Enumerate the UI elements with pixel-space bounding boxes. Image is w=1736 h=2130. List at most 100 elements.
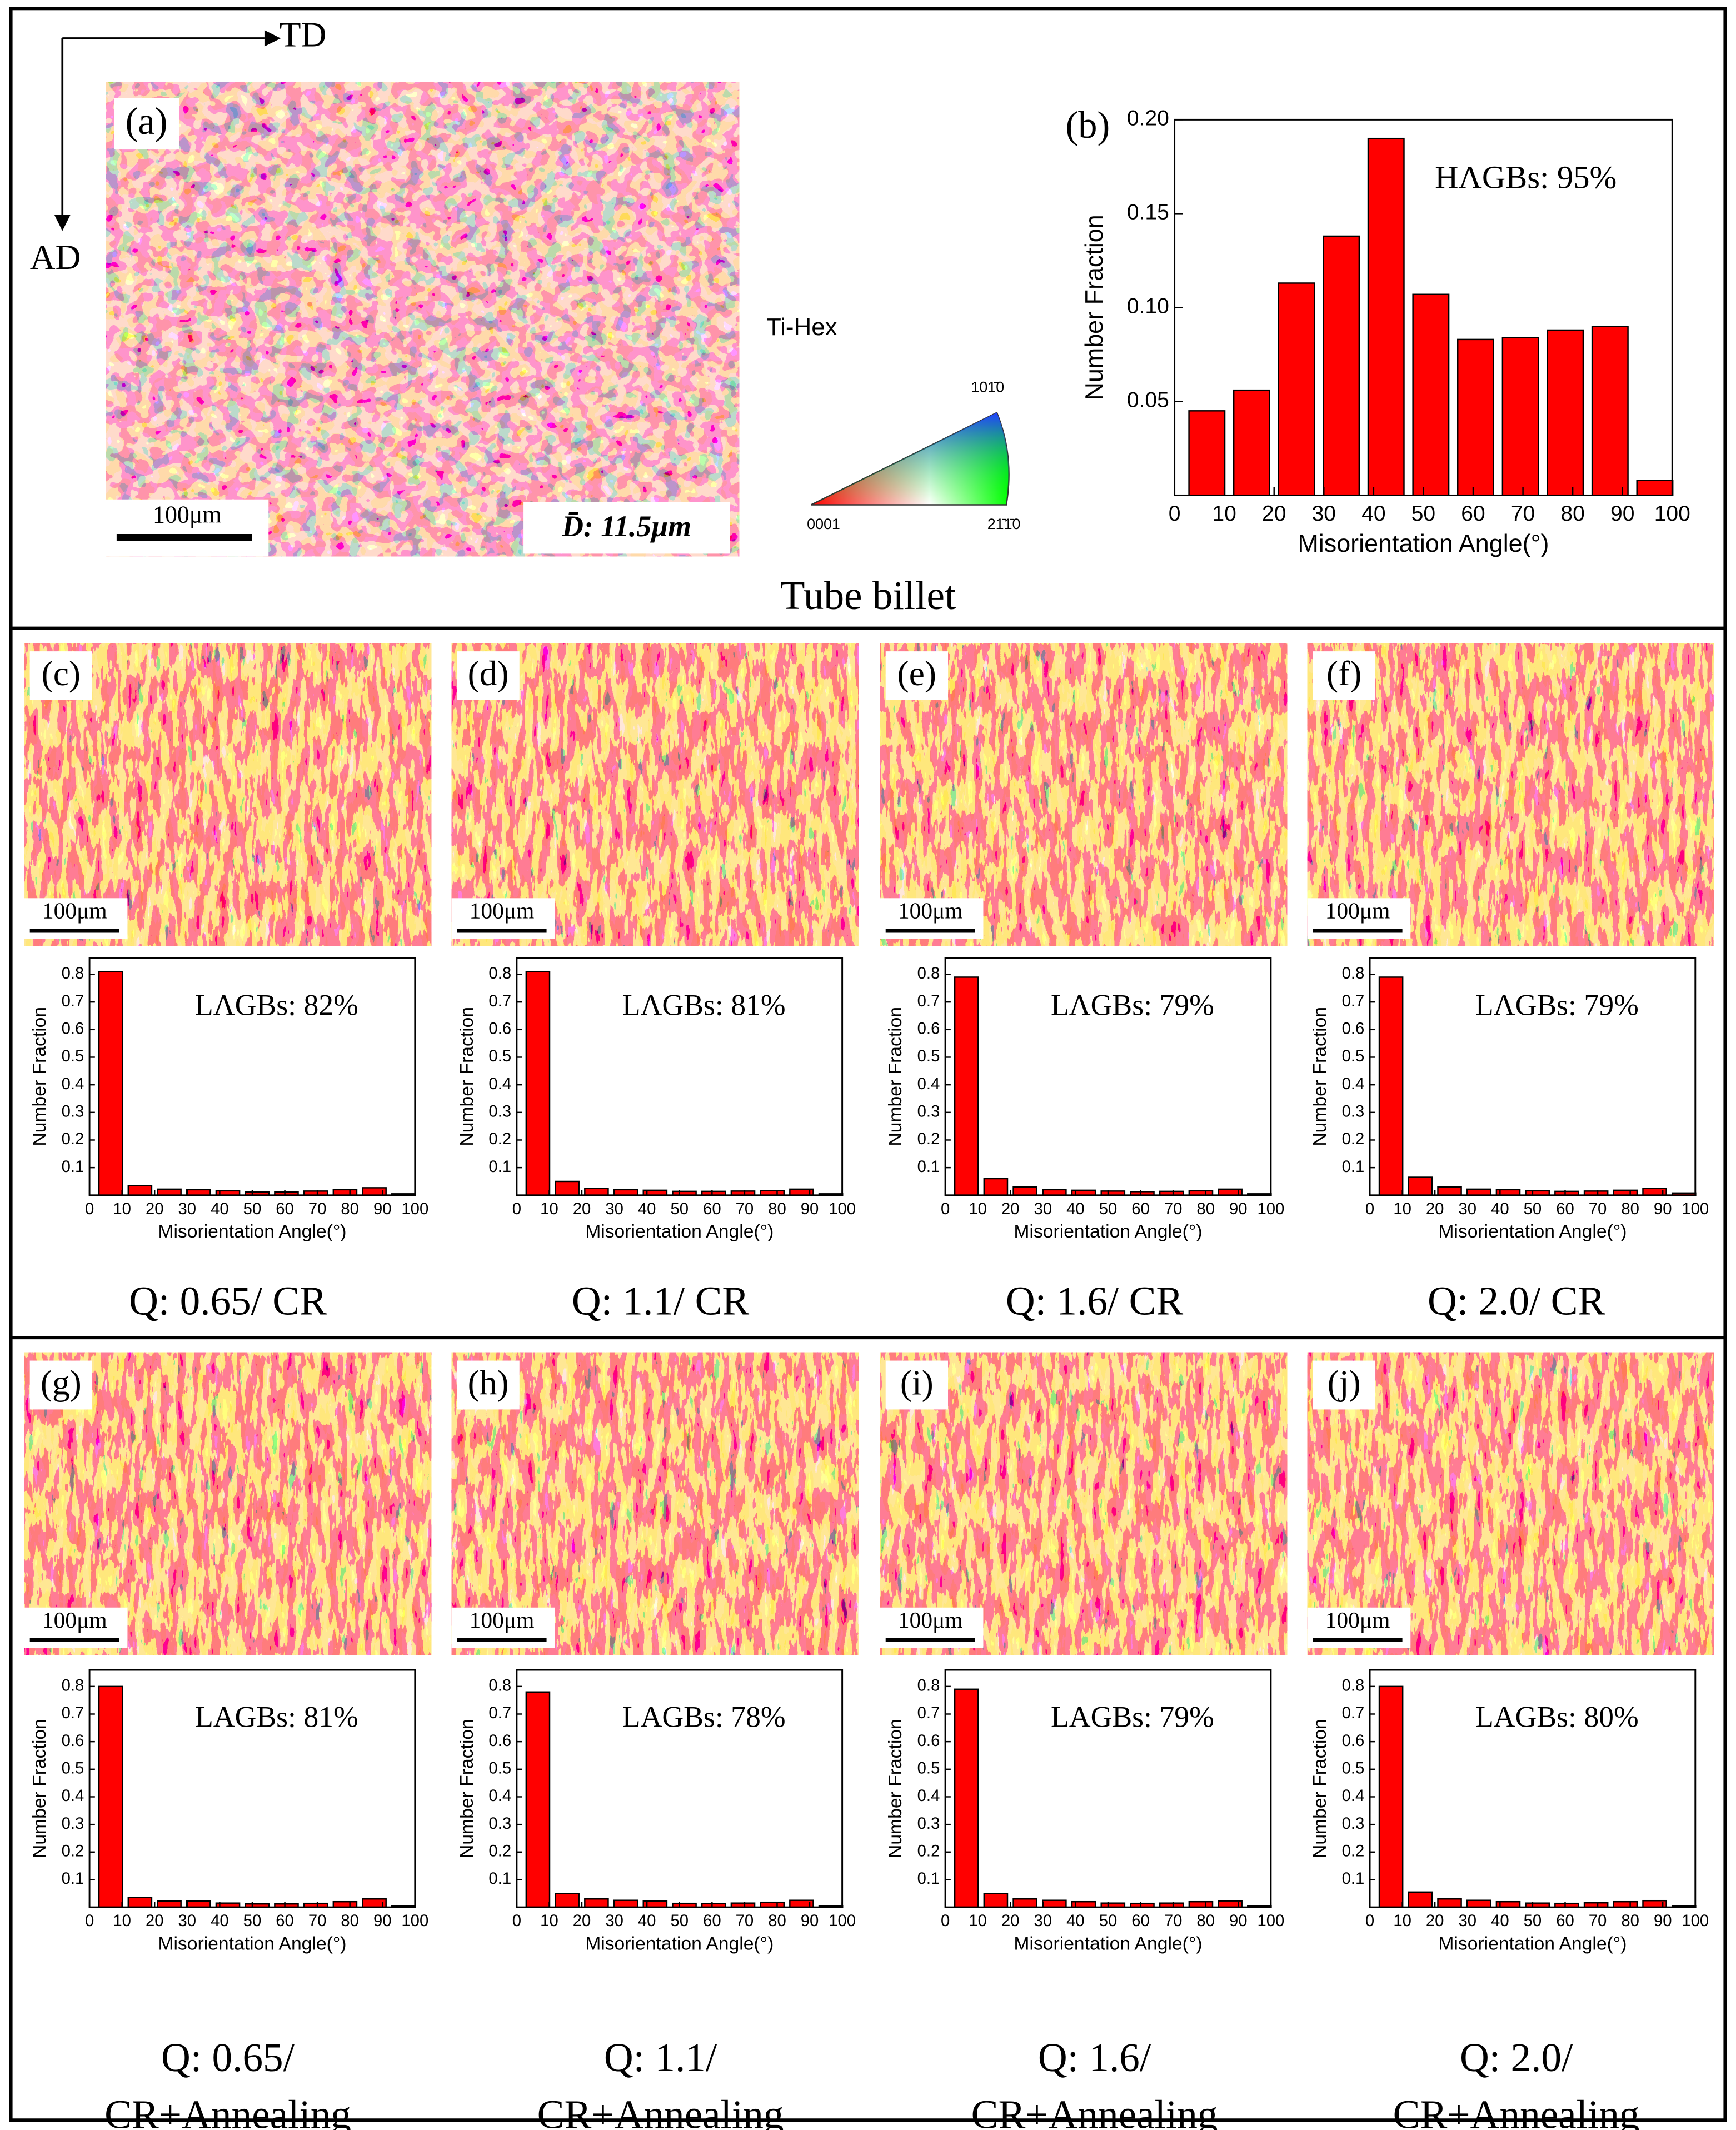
- x-axis-label: Misorientation Angle(°): [585, 1933, 774, 1954]
- y-tick-label: 0.1: [1342, 1158, 1365, 1176]
- x-tick-label: 40: [1361, 502, 1385, 526]
- x-tick-label: 100: [829, 1912, 856, 1930]
- x-tick-label: 30: [1458, 1912, 1476, 1930]
- caption: Q: 1.1/ CR: [572, 1278, 749, 1323]
- x-tick-label: 90: [1229, 1912, 1248, 1930]
- y-tick-label: 0.2: [62, 1842, 84, 1860]
- bar: [1466, 1188, 1491, 1196]
- x-tick-label: 80: [1621, 1200, 1639, 1218]
- y-tick-label: 0.7: [917, 1704, 940, 1722]
- bar: [1457, 338, 1494, 496]
- bar: [186, 1189, 211, 1196]
- y-tick-label: 0.5: [488, 1759, 511, 1778]
- axes-arrows: [61, 37, 265, 218]
- annotation: LAGBs: 79%: [1051, 1700, 1214, 1734]
- x-tick-label: 70: [1589, 1912, 1607, 1930]
- bar: [555, 1893, 580, 1908]
- x-tick-label: 30: [605, 1200, 623, 1218]
- x-tick-label: 60: [1461, 502, 1485, 526]
- label-box: [523, 502, 730, 554]
- scale-bar-label: 100μm: [1325, 898, 1390, 924]
- bar: [127, 1185, 153, 1196]
- x-tick-label: 0: [941, 1912, 950, 1930]
- caption: CR+Annealing: [537, 2092, 784, 2130]
- y-tick-label: 0.10: [1127, 295, 1169, 318]
- y-tick-label: 0.5: [917, 1047, 940, 1065]
- x-axis-label: Misorientation Angle(°): [1298, 529, 1549, 557]
- x-tick-label: 80: [1196, 1912, 1215, 1930]
- y-tick-label: 0.4: [917, 1787, 940, 1805]
- x-tick-label: 0: [941, 1200, 950, 1218]
- x-tick-label: 70: [308, 1912, 327, 1930]
- annotation: LAGBs: 81%: [195, 1700, 358, 1734]
- x-tick-label: 10: [540, 1912, 558, 1930]
- bar: [1012, 1186, 1037, 1196]
- y-tick-label: 0.2: [917, 1842, 940, 1860]
- bar: [1188, 410, 1226, 496]
- x-axis-label: Misorientation Angle(°): [1438, 1933, 1627, 1954]
- direction-label: AD: [30, 237, 81, 277]
- x-tick-label: 100: [829, 1200, 856, 1218]
- bar: [555, 1180, 580, 1196]
- bar: [1437, 1898, 1462, 1908]
- y-tick-label: 0.4: [62, 1787, 84, 1805]
- y-tick-label: 0.15: [1127, 201, 1169, 225]
- ipf-triangle-shade: [811, 412, 1009, 505]
- x-tick-label: 20: [1426, 1200, 1444, 1218]
- x-tick-label: 40: [1491, 1912, 1509, 1930]
- x-tick-label: 100: [1257, 1200, 1284, 1218]
- y-tick-label: 0.6: [917, 1020, 940, 1038]
- x-tick-label: 20: [146, 1912, 164, 1930]
- x-tick-label: 100: [401, 1912, 428, 1930]
- y-tick-label: 0.7: [1342, 1704, 1365, 1722]
- label-box: [885, 651, 948, 700]
- ipf-label: 0001: [807, 516, 840, 532]
- bar: [1591, 325, 1629, 496]
- y-tick-label: 0.6: [488, 1020, 511, 1038]
- y-tick-label: 0.3: [1342, 1103, 1365, 1121]
- y-axis-label: Number Fraction: [457, 1007, 477, 1146]
- label-box: [29, 651, 92, 700]
- bar: [613, 1899, 638, 1908]
- scale-bar-label: 100μm: [42, 898, 107, 924]
- bar: [186, 1900, 211, 1908]
- bar: [1636, 480, 1674, 496]
- x-tick-label: 80: [768, 1912, 786, 1930]
- x-tick-label: 20: [1001, 1200, 1020, 1218]
- panel-label: (a): [126, 100, 168, 142]
- ipf-label: 21̄1̄0: [987, 516, 1021, 532]
- x-tick-label: 70: [308, 1200, 327, 1218]
- label-box: [1313, 651, 1375, 700]
- x-tick-label: 80: [341, 1200, 359, 1218]
- x-tick-label: 10: [113, 1912, 131, 1930]
- label-box: [114, 98, 179, 150]
- x-tick-label: 10: [113, 1200, 131, 1218]
- x-axis-label: Misorientation Angle(°): [158, 1933, 346, 1954]
- caption: Q: 0.65/: [161, 2035, 295, 2080]
- x-tick-label: 90: [373, 1912, 392, 1930]
- y-tick-label: 0.1: [62, 1158, 84, 1176]
- x-tick-label: 40: [211, 1200, 229, 1218]
- y-axis-label: Number Fraction: [29, 1719, 50, 1858]
- bar: [954, 1688, 979, 1908]
- caption: Q: 1.6/ CR: [1006, 1278, 1183, 1323]
- caption: Q: 0.65/ CR: [129, 1278, 327, 1323]
- x-tick-label: 100: [1682, 1200, 1709, 1218]
- x-tick-label: 0: [512, 1912, 521, 1930]
- x-tick-label: 90: [801, 1912, 819, 1930]
- x-tick-label: 20: [573, 1912, 591, 1930]
- y-tick-label: 0.8: [1342, 964, 1365, 982]
- y-tick-label: 0.2: [62, 1130, 84, 1148]
- scale-bar-label: 100μm: [898, 1607, 963, 1633]
- bar: [1367, 137, 1405, 496]
- x-tick-label: 60: [703, 1912, 721, 1930]
- y-tick-label: 0.6: [1342, 1732, 1365, 1750]
- bar: [1042, 1189, 1067, 1196]
- bar: [1613, 1900, 1638, 1908]
- x-tick-label: 70: [1511, 502, 1535, 526]
- bar: [127, 1897, 153, 1908]
- y-tick-label: 0.8: [488, 964, 511, 982]
- x-tick-label: 30: [1458, 1200, 1476, 1218]
- y-tick-label: 0.8: [917, 964, 940, 982]
- bar: [332, 1189, 358, 1196]
